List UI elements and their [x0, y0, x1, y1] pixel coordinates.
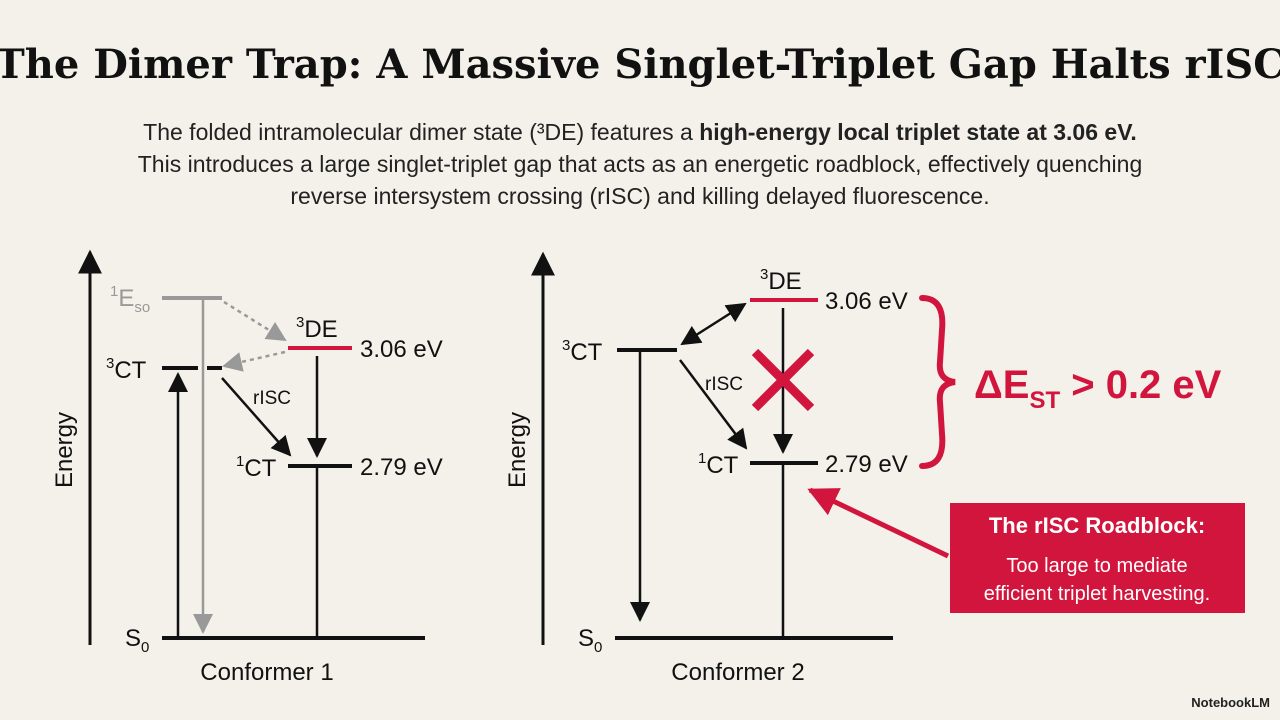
brace [919, 295, 956, 469]
energy-label: 3.06 eV [360, 336, 443, 363]
panel-conformer-2: Energy S0 3CT 3DE 3.06 eV 1CT 2.79 eV rI… [504, 251, 1245, 686]
level-label: 1CT [698, 450, 739, 479]
label-sup: 1 [236, 453, 244, 470]
label-sub: 0 [141, 639, 149, 656]
callout-box [950, 503, 1245, 613]
title: The Dimer Trap: A Massive Singlet-Triple… [0, 41, 1280, 88]
axis-label: Energy [51, 412, 78, 488]
arrow [222, 350, 286, 372]
label-sup: 1 [698, 450, 706, 467]
label-main: CT [706, 452, 738, 479]
label-sup: 3 [106, 355, 114, 372]
level-label: 3DE [760, 266, 802, 295]
label-main: CT [570, 339, 602, 366]
gap-label: ΔEST > 0.2 eV [974, 363, 1222, 414]
label-rest: > 0.2 eV [1060, 363, 1222, 407]
label-main: S [578, 625, 594, 652]
subtitle-line: This introduces a large singlet-triplet … [138, 151, 1143, 177]
callout-title: The rISC Roadblock: [989, 513, 1205, 538]
footer: NotebookLM [1191, 695, 1270, 710]
callout-arrow [807, 487, 950, 559]
arrow [223, 300, 287, 342]
label-main: CT [244, 455, 276, 482]
label-main: ΔE [974, 363, 1029, 407]
level-label: 1CT [236, 453, 277, 482]
label-main: E [118, 285, 134, 312]
label-main: CT [114, 357, 146, 384]
label-sup: 3 [296, 314, 304, 331]
subtitle-text: The folded intramolecular dimer state (³… [143, 119, 699, 145]
label-main: DE [304, 316, 337, 343]
callout-text: Too large to mediate [1006, 555, 1187, 577]
level-label: S0 [125, 625, 149, 656]
label-sup: 1 [110, 283, 118, 300]
energy-label: 3.06 eV [825, 288, 908, 315]
axis-label: Energy [504, 412, 531, 488]
callout-text: efficient triplet harvesting. [984, 583, 1210, 605]
label-sub: 0 [594, 639, 602, 656]
level-label: 3CT [106, 355, 147, 384]
energy-label: 2.79 eV [825, 451, 908, 478]
caption: Conformer 1 [200, 659, 333, 686]
label-sub: ST [1029, 387, 1060, 414]
subtitle-emphasis: high-energy local triplet state at 3.06 … [699, 119, 1137, 145]
arrow [679, 359, 748, 450]
level-label: 1Eso [110, 283, 150, 316]
caption: Conformer 2 [671, 659, 804, 686]
energy-label: 2.79 eV [360, 454, 443, 481]
subtitle-line: The folded intramolecular dimer state (³… [143, 119, 1137, 145]
arrow-label: rISC [705, 374, 743, 395]
subtitle-line: reverse intersystem crossing (rISC) and … [290, 183, 989, 209]
label-main: DE [768, 268, 801, 295]
arrow [221, 377, 292, 457]
label-sup: 3 [760, 266, 768, 283]
label-sub: so [134, 299, 150, 316]
panel-conformer-1: Energy S0 1Eso 3CT 3DE 3.06 eV 1CT 2.79 … [51, 249, 443, 686]
label-main: S [125, 625, 141, 652]
level-label: S0 [578, 625, 602, 656]
arrow-label: rISC [253, 388, 291, 409]
level-label: 3DE [296, 314, 338, 343]
level-label: 3CT [562, 337, 603, 366]
label-sup: 3 [562, 337, 570, 354]
blocked-x [751, 348, 815, 412]
arrow [680, 302, 747, 346]
